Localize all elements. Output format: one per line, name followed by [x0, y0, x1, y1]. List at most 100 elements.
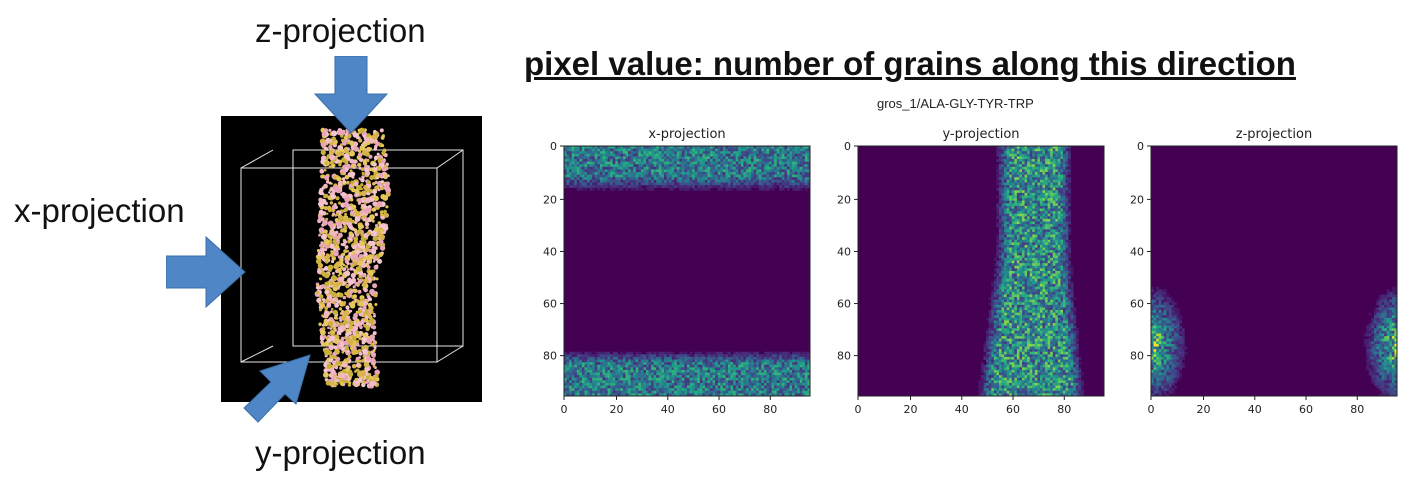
heatmap-cell: [715, 177, 719, 181]
heatmap-cell: [648, 159, 652, 162]
heatmap-cell: [589, 182, 593, 186]
heatmap-cell: [730, 146, 734, 149]
heatmap-cells: [858, 146, 1104, 397]
heatmap-cell: [766, 356, 770, 360]
heatmap-cell: [635, 390, 639, 394]
heatmap-cell: [628, 390, 631, 394]
grain: [328, 145, 333, 150]
heatmap-cell: [725, 351, 729, 355]
heatmap-cell: [640, 380, 644, 384]
heatmap-cell: [605, 351, 608, 355]
heatmap-cell: [663, 174, 667, 178]
heatmap-cell: [584, 375, 588, 379]
heatmap-cell: [589, 380, 593, 384]
heatmap-cell: [1055, 151, 1059, 155]
heatmap-cell: [689, 359, 693, 363]
heatmap-cell: [789, 354, 793, 358]
heatmap-cell: [1011, 156, 1015, 160]
heatmap-cell: [766, 377, 770, 381]
heatmap-cell: [1011, 174, 1015, 178]
heatmap-cell: [1014, 156, 1018, 160]
heatmap-cell: [628, 172, 631, 175]
heatmap-cell: [704, 372, 708, 376]
heatmap-cell: [804, 393, 808, 397]
heatmap-cell: [589, 390, 593, 394]
heatmap-cell: [784, 185, 788, 189]
heatmap-cell: [666, 177, 670, 181]
heatmap-cell: [707, 153, 711, 157]
heatmap-cell: [612, 187, 616, 191]
heatmap-cell: [784, 385, 788, 389]
heatmap-cell: [998, 148, 1002, 152]
heatmap-cell: [669, 385, 672, 389]
heatmap-cell: [733, 159, 737, 162]
grain: [348, 231, 353, 236]
heatmap-cell: [1022, 151, 1025, 155]
heatmap-cell: [763, 159, 767, 162]
heatmap-cell: [566, 382, 570, 386]
heatmap-cell: [597, 151, 601, 155]
grain: [321, 342, 326, 347]
heatmap-cell: [1060, 164, 1064, 168]
heatmap-cell: [658, 156, 662, 160]
heatmap-cell: [574, 393, 578, 397]
heatmap-cell: [692, 187, 696, 191]
grain: [332, 175, 336, 179]
heatmap-cell: [656, 179, 660, 183]
heatmap-cell: [681, 359, 685, 363]
heatmap-cell: [776, 375, 780, 379]
heatmap-cell: [592, 156, 596, 160]
grain: [328, 165, 332, 169]
heatmap-cell: [638, 177, 642, 181]
heatmap-cell: [792, 388, 795, 392]
heatmap-cell: [715, 367, 719, 371]
grain: [369, 214, 375, 220]
heatmap-cell: [605, 369, 608, 373]
heatmap-cell: [630, 388, 634, 392]
heatmap-cell: [802, 177, 806, 181]
heatmap-cell: [617, 148, 621, 152]
heatmap-cell: [769, 153, 772, 157]
heatmap-cell: [610, 153, 614, 157]
grain: [336, 330, 341, 335]
heatmap-cell: [771, 385, 775, 389]
heatmap-cell: [602, 151, 606, 155]
grain: [318, 227, 325, 233]
heatmap-cell: [728, 153, 731, 157]
heatmap-cell: [646, 364, 649, 368]
heatmap-cell: [756, 362, 760, 366]
heatmap-cell: [643, 390, 647, 394]
heatmap-cell: [625, 367, 629, 371]
grain: [331, 136, 336, 142]
heatmap-cell: [761, 393, 765, 397]
grain: [335, 349, 340, 354]
heatmap-cell: [630, 166, 634, 170]
heatmap-cell: [584, 382, 588, 386]
heatmap-cell: [566, 359, 570, 363]
heatmap-cell: [720, 166, 724, 170]
heatmap-cell: [648, 393, 652, 397]
heatmap-cell: [733, 388, 737, 392]
heatmap-cell: [597, 164, 601, 168]
heatmap-cell: [1016, 148, 1020, 152]
heatmap-cell: [1004, 166, 1007, 170]
heatmap-cell: [648, 177, 652, 181]
heatmap-cell: [794, 174, 798, 178]
heatmap-cell: [651, 356, 655, 360]
heatmap-cell: [630, 351, 634, 355]
heatmap-cell: [789, 364, 793, 368]
heatmap-cell: [769, 356, 772, 360]
heatmap-cell: [587, 148, 590, 152]
heatmap-cell: [566, 367, 570, 371]
heatmap-cell: [661, 372, 665, 376]
heatmap-cell: [1060, 146, 1064, 149]
heatmap-cell: [610, 356, 614, 360]
heatmap-cell: [571, 359, 575, 363]
heatmap-cell: [671, 159, 675, 162]
grain: [333, 250, 339, 257]
heatmap-cell: [612, 169, 616, 173]
grain: [355, 342, 360, 347]
heatmap-cell: [622, 359, 626, 363]
heatmap-cell: [592, 359, 596, 363]
grain: [358, 351, 363, 356]
